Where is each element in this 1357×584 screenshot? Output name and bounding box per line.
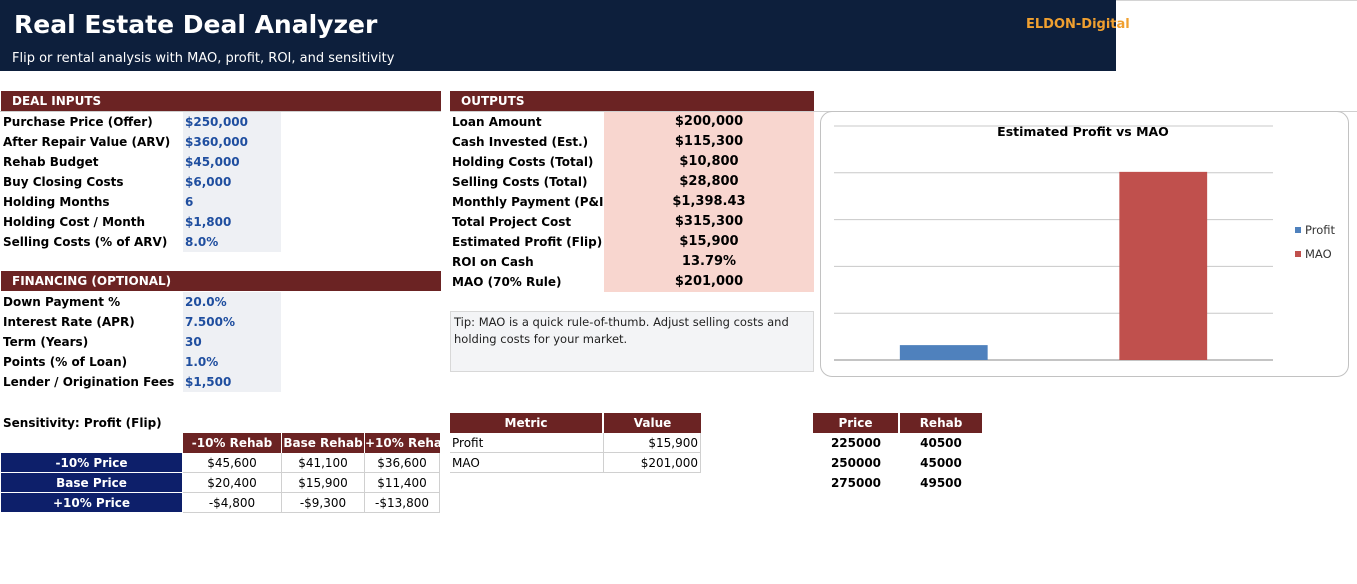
rehab-cell[interactable]: 45000 [920, 456, 962, 470]
deal-input-value[interactable]: $1,800 [183, 212, 281, 232]
financing-label: Down Payment % [3, 295, 121, 309]
deal-input-value[interactable]: $360,000 [183, 132, 281, 152]
output-value: $15,900 [604, 232, 814, 252]
value-header: Value [604, 413, 701, 433]
financing-value[interactable]: $1,500 [183, 372, 281, 392]
chart-bar-profit [899, 345, 988, 360]
sensitivity-cell[interactable]: $36,600 [365, 453, 440, 473]
deal-input-label: Rehab Budget [3, 155, 99, 169]
sensitivity-row-header: Base Price [1, 473, 182, 493]
financing-label: Interest Rate (APR) [3, 315, 135, 329]
output-label: Total Project Cost [452, 215, 572, 229]
profit-vs-mao-chart[interactable]: Estimated Profit vs MAO Profit MAO [820, 111, 1349, 377]
sensitivity-cell[interactable]: $11,400 [365, 473, 440, 493]
chart-legend-swatch [1295, 251, 1301, 257]
output-value: $115,300 [604, 132, 814, 152]
grid-line [1116, 0, 1357, 1]
sensitivity-row-header: -10% Price [1, 453, 182, 473]
deal-input-label: Buy Closing Costs [3, 175, 124, 189]
rehab-cell[interactable]: 49500 [920, 476, 962, 490]
chart-bar-mao [1119, 171, 1208, 360]
output-label: Estimated Profit (Flip) [452, 235, 603, 249]
metric-name-cell[interactable]: Profit [450, 433, 604, 453]
brand-label: ELDON-Digital [1026, 17, 1130, 32]
deal-inputs-heading: DEAL INPUTS [1, 91, 441, 111]
rehab-header: Rehab [900, 413, 982, 433]
output-value: $200,000 [604, 112, 814, 132]
sensitivity-cell[interactable]: $15,900 [282, 473, 365, 493]
financing-value[interactable]: 20.0% [183, 292, 281, 312]
sensitivity-title: Sensitivity: Profit (Flip) [3, 416, 162, 430]
divider [0, 111, 441, 112]
sensitivity-column-header: +10% Rehab [365, 433, 451, 453]
sensitivity-column-header: -10% Rehab [183, 433, 282, 453]
chart-title: Estimated Profit vs MAO [997, 124, 1169, 139]
rehab-cell[interactable]: 40500 [920, 436, 962, 450]
financing-value[interactable]: 30 [183, 332, 281, 352]
financing-label: Points (% of Loan) [3, 355, 128, 369]
sensitivity-cell[interactable]: $45,600 [183, 453, 282, 473]
output-value: $10,800 [604, 152, 814, 172]
output-value: $201,000 [604, 272, 814, 292]
sensitivity-cell[interactable]: $20,400 [183, 473, 282, 493]
output-label: MAO (70% Rule) [452, 275, 562, 289]
output-value: $1,398.43 [604, 192, 814, 212]
metric-name-cell[interactable]: MAO [450, 453, 604, 473]
metric-value-cell[interactable]: $201,000 [604, 453, 701, 473]
deal-input-value[interactable]: $6,000 [183, 172, 281, 192]
chart-legend-label: Profit [1305, 223, 1335, 237]
sensitivity-column-header: Base Rehab [282, 433, 365, 453]
deal-input-label: Holding Cost / Month [3, 215, 146, 229]
sensitivity-cell[interactable]: $41,100 [282, 453, 365, 473]
metric-value-cell[interactable]: $15,900 [604, 433, 701, 453]
output-label: Cash Invested (Est.) [452, 135, 589, 149]
page-title: Real Estate Deal Analyzer [14, 10, 378, 39]
outputs-heading: OUTPUTS [450, 91, 814, 111]
financing-label: Lender / Origination Fees [3, 375, 175, 389]
financing-value[interactable]: 7.500% [183, 312, 281, 332]
deal-input-value[interactable]: 6 [183, 192, 281, 212]
metric-header: Metric [450, 413, 603, 433]
financing-heading: FINANCING (OPTIONAL) [1, 271, 441, 291]
output-label: ROI on Cash [452, 255, 534, 269]
tip-box: Tip: MAO is a quick rule-of-thumb. Adjus… [450, 311, 814, 372]
output-label: Holding Costs (Total) [452, 155, 594, 169]
chart-legend-swatch [1295, 227, 1301, 233]
sensitivity-cell[interactable]: -$9,300 [282, 493, 365, 513]
output-value: 13.79% [604, 252, 814, 272]
price-header: Price [813, 413, 899, 433]
chart-svg: Estimated Profit vs MAO Profit MAO [834, 124, 1335, 361]
financing-label: Term (Years) [3, 335, 89, 349]
deal-input-label: After Repair Value (ARV) [3, 135, 171, 149]
output-value: $315,300 [604, 212, 814, 232]
deal-input-label: Selling Costs (% of ARV) [3, 235, 168, 249]
price-cell[interactable]: 250000 [830, 456, 882, 470]
deal-input-value[interactable]: $45,000 [183, 152, 281, 172]
price-cell[interactable]: 275000 [830, 476, 882, 490]
price-cell[interactable]: 225000 [830, 436, 882, 450]
sensitivity-cell[interactable]: -$4,800 [183, 493, 282, 513]
output-label: Loan Amount [452, 115, 542, 129]
financing-value[interactable]: 1.0% [183, 352, 281, 372]
sensitivity-cell[interactable]: -$13,800 [365, 493, 440, 513]
header-banner: Real Estate Deal Analyzer Flip or rental… [0, 0, 1130, 71]
deal-input-value[interactable]: $250,000 [183, 112, 281, 132]
deal-input-label: Holding Months [3, 195, 110, 209]
deal-input-value[interactable]: 8.0% [183, 232, 281, 252]
output-value: $28,800 [604, 172, 814, 192]
output-label: Monthly Payment (P&I) [452, 195, 609, 209]
output-label: Selling Costs (Total) [452, 175, 588, 189]
sensitivity-row-header: +10% Price [1, 493, 182, 513]
deal-input-label: Purchase Price (Offer) [3, 115, 153, 129]
page-subtitle: Flip or rental analysis with MAO, profit… [12, 51, 395, 66]
chart-legend-label: MAO [1305, 247, 1332, 261]
